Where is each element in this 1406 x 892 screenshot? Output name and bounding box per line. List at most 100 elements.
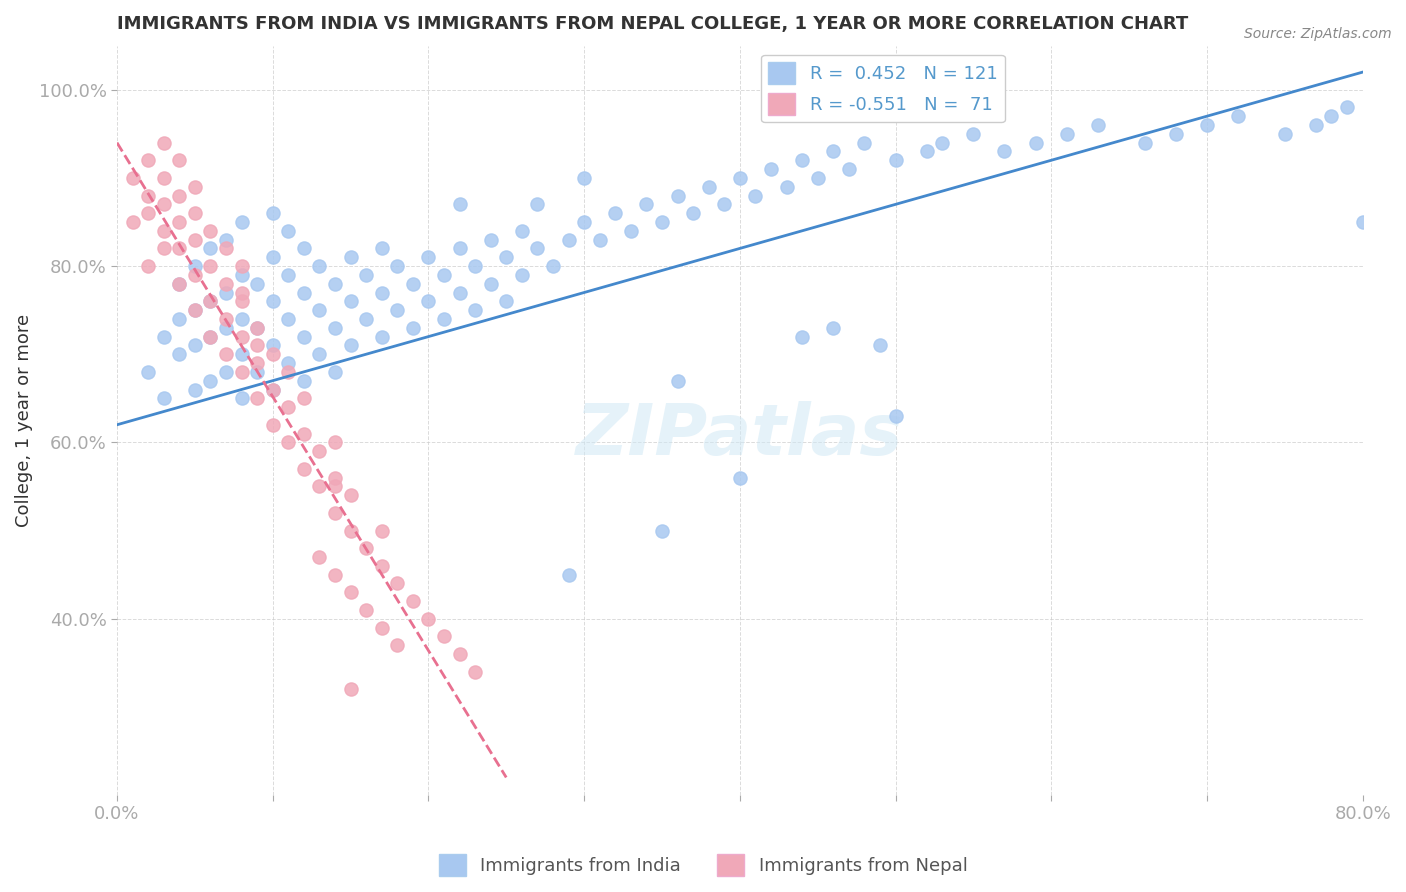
Point [215,320,238,334]
Point [339,488,361,502]
Point [402,320,425,334]
Point [200,294,222,309]
Point [136,259,159,273]
Point [308,549,330,564]
Point [370,242,392,256]
Point [402,594,425,608]
Point [184,268,207,282]
Point [884,153,907,168]
Point [277,365,299,379]
Point [167,347,190,361]
Point [823,320,845,334]
Point [136,365,159,379]
Point [387,638,409,652]
Point [323,479,346,493]
Point [557,567,579,582]
Point [277,268,299,282]
Point [557,233,579,247]
Point [728,170,751,185]
Point [589,233,612,247]
Point [370,524,392,538]
Point [418,250,440,264]
Point [277,312,299,326]
Point [231,268,253,282]
Point [697,179,720,194]
Text: Source: ZipAtlas.com: Source: ZipAtlas.com [1244,27,1392,41]
Point [354,541,377,556]
Point [1227,109,1250,123]
Point [449,242,471,256]
Point [605,206,627,220]
Point [495,294,517,309]
Point [1336,100,1358,114]
Point [323,435,346,450]
Point [759,162,782,177]
Point [323,365,346,379]
Point [354,312,377,326]
Point [402,277,425,291]
Point [152,197,174,211]
Point [1274,127,1296,141]
Point [572,215,595,229]
Point [231,329,253,343]
Point [823,145,845,159]
Point [231,285,253,300]
Point [200,329,222,343]
Point [418,294,440,309]
Point [231,347,253,361]
Point [262,383,284,397]
Point [200,242,222,256]
Point [231,392,253,406]
Point [1164,127,1187,141]
Point [339,524,361,538]
Point [915,145,938,159]
Point [167,277,190,291]
Point [231,312,253,326]
Point [292,242,315,256]
Point [323,506,346,520]
Point [215,347,238,361]
Point [464,665,486,679]
Point [387,259,409,273]
Point [775,179,797,194]
Point [200,374,222,388]
Point [215,242,238,256]
Point [931,136,953,150]
Point [666,188,689,202]
Point [277,400,299,414]
Point [853,136,876,150]
Point [292,462,315,476]
Point [136,188,159,202]
Point [526,197,548,211]
Point [1351,215,1374,229]
Point [231,259,253,273]
Point [184,338,207,352]
Point [354,603,377,617]
Point [323,471,346,485]
Point [292,285,315,300]
Point [339,338,361,352]
Point [433,268,456,282]
Point [200,259,222,273]
Point [1133,136,1156,150]
Point [184,206,207,220]
Point [339,682,361,697]
Point [479,233,502,247]
Point [262,250,284,264]
Point [215,312,238,326]
Point [479,277,502,291]
Point [292,329,315,343]
Point [136,153,159,168]
Point [884,409,907,423]
Point [323,320,346,334]
Point [184,259,207,273]
Text: ZIPatlas: ZIPatlas [576,401,904,470]
Legend: R =  0.452   N = 121, R = -0.551   N =  71: R = 0.452 N = 121, R = -0.551 N = 71 [761,54,1005,122]
Point [167,215,190,229]
Point [449,197,471,211]
Point [339,250,361,264]
Point [167,188,190,202]
Point [152,170,174,185]
Point [246,356,269,370]
Point [292,426,315,441]
